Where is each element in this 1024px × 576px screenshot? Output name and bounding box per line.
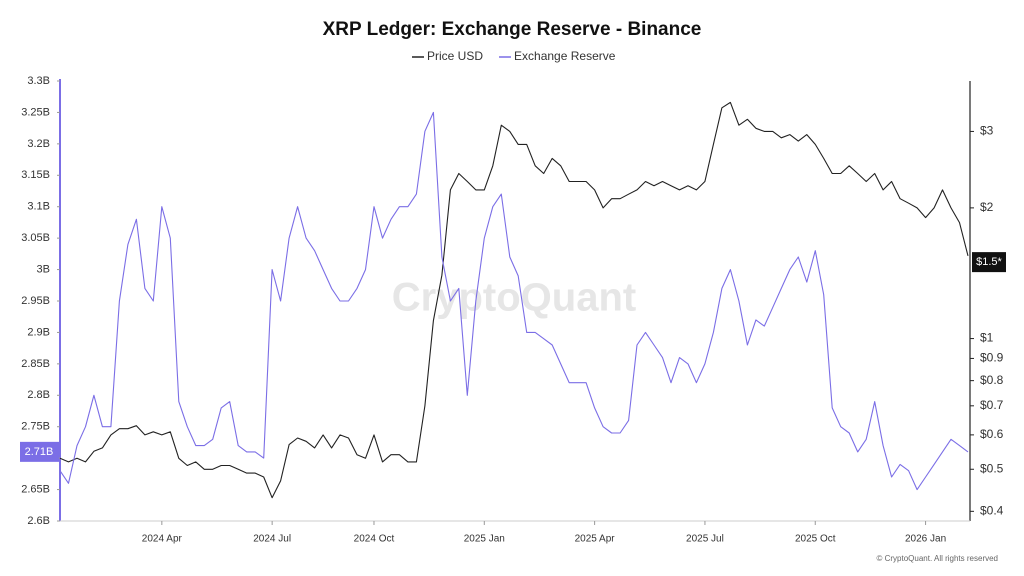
y-tick-label: 2.65B — [21, 483, 50, 495]
y2-tick-label: $0.5 — [980, 461, 1004, 475]
y2-tick-label: $3 — [980, 124, 994, 138]
credit: © CryptoQuant. All rights reserved — [877, 554, 999, 563]
chart-title: XRP Ledger: Exchange Reserve - Binance — [323, 19, 702, 40]
x-tick-label: 2025 Jul — [686, 534, 724, 545]
current-y2-label: $1.5* — [976, 256, 1002, 268]
y-tick-label: 3B — [37, 263, 50, 275]
y-tick-label: 3.3B — [27, 75, 50, 87]
y-tick-label: 3.1B — [27, 201, 50, 213]
y2-tick-label: $0.9 — [980, 351, 1004, 365]
legend-label: Price USD — [427, 49, 483, 63]
x-tick-label: 2024 Jul — [253, 534, 291, 545]
y-tick-label: 2.6B — [27, 515, 50, 527]
y-tick-label: 2.85B — [21, 358, 50, 370]
current-y2-box — [972, 252, 1006, 273]
y2-tick-label: $2 — [980, 200, 994, 214]
line — [59, 111, 969, 491]
x-tick-label: 2025 Oct — [795, 534, 836, 545]
x-tick-label: 2024 Oct — [354, 534, 395, 545]
y2-tick-label: $0.8 — [980, 373, 1004, 387]
y2-tick-label: $1 — [980, 331, 994, 345]
y-tick-label: 3.25B — [21, 106, 50, 118]
watermark: CryptoQuant — [392, 276, 636, 320]
legend-label: Exchange Reserve — [514, 49, 616, 63]
x-tick-label: 2025 Apr — [575, 534, 616, 545]
y2-tick-label: $0.7 — [980, 398, 1004, 412]
y-tick-label: 3.2B — [27, 138, 50, 150]
x-tick-label: 2024 Apr — [142, 534, 183, 545]
x-tick-label: 2025 Jan — [464, 534, 505, 545]
y-tick-label: 3.05B — [21, 232, 50, 244]
y-tick-label: 2.9B — [27, 326, 50, 338]
current-y-label: 2.71B — [25, 446, 54, 458]
line — [59, 101, 969, 499]
current-y-box — [20, 441, 59, 462]
x-tick-label: 2026 Jan — [905, 534, 946, 545]
y-tick-label: 2.95B — [21, 295, 50, 307]
y-tick-label: 2.75B — [21, 421, 50, 433]
y-tick-label: 2.8B — [27, 389, 50, 401]
y-tick-label: 3.15B — [21, 169, 50, 181]
y2-tick-label: $0.6 — [980, 427, 1004, 441]
y2-tick-label: $0.4 — [980, 504, 1004, 518]
